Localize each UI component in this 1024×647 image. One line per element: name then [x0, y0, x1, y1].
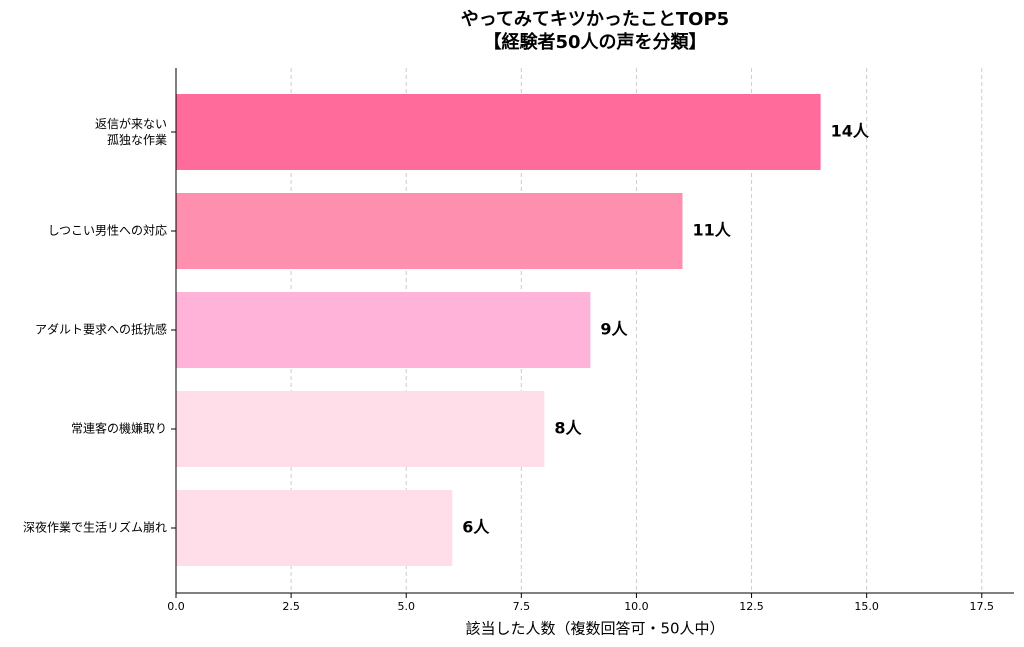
bar: [176, 391, 545, 467]
y-tick-label: 常連客の機嫌取り: [71, 421, 167, 436]
x-tick-label: 2.5: [282, 600, 300, 613]
value-label: 9人: [600, 320, 628, 339]
y-tick-label: しつこい男性への対応: [48, 224, 167, 238]
x-tick-label: 10.0: [624, 600, 649, 613]
value-label: 8人: [554, 419, 582, 438]
x-tick-label: 12.5: [739, 600, 764, 613]
bar: [176, 94, 821, 170]
x-tick-label: 5.0: [397, 600, 415, 613]
y-tick-label: 返信が来ない孤独な作業: [95, 116, 167, 147]
y-tick-label: 深夜作業で生活リズム崩れ: [23, 520, 167, 535]
x-axis-label: 該当した人数（複数回答可・50人中）: [465, 620, 724, 638]
bar: [176, 292, 591, 368]
value-label: 6人: [462, 518, 490, 537]
x-tick-label: 7.5: [513, 600, 531, 613]
chart-subtitle: 【経験者50人の声を分類】: [483, 31, 706, 53]
chart-title: やってみてキツかったことTOP5: [461, 9, 729, 30]
value-label: 11人: [692, 221, 731, 240]
bar: [176, 193, 683, 269]
value-label: 14人: [831, 122, 870, 141]
x-tick-label: 17.5: [970, 600, 995, 613]
y-tick-label: アダルト要求への抵抗感: [35, 322, 167, 337]
x-tick-label: 0.0: [167, 600, 185, 613]
bar: [176, 490, 453, 566]
x-tick-label: 15.0: [854, 600, 879, 613]
